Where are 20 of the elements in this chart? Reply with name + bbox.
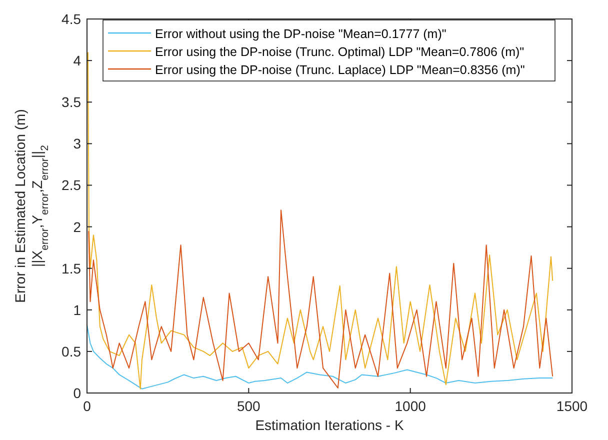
x-tick-label: 0: [83, 398, 92, 414]
y-tick-label: 1: [73, 302, 82, 318]
y-tick-label: 4: [73, 52, 82, 69]
x-tick-label: 1500: [556, 398, 588, 414]
y-tick-label: 4.5: [62, 11, 82, 27]
x-tick-label: 500: [236, 398, 261, 414]
line-series: [88, 210, 554, 389]
y-tick-label: 2: [73, 218, 82, 235]
x-axis-title: Estimation Iterations - K: [255, 417, 404, 433]
line-series: [86, 324, 554, 390]
y-tick-label: 2.5: [62, 177, 82, 194]
y-tick-label: 3: [73, 136, 82, 152]
y-tick-label: 3.5: [62, 94, 82, 110]
legend-label: Error using the DP-noise (Trunc. Optimal) LDP "Mean=0.7806 (m)": [155, 45, 524, 59]
y-tick-label: 1.5: [62, 260, 82, 276]
legend-label: Error without using the DP-noise "Mean=0.1777 (m)": [155, 27, 446, 41]
legend-label: Error using the DP-noise (Trunc. Laplace) LDP "Mean=0.8356 (m)": [155, 63, 525, 77]
y-tick-label: 0.5: [62, 343, 82, 360]
x-tick-label: 1000: [394, 398, 426, 414]
y-tick-label: 0: [73, 385, 82, 401]
